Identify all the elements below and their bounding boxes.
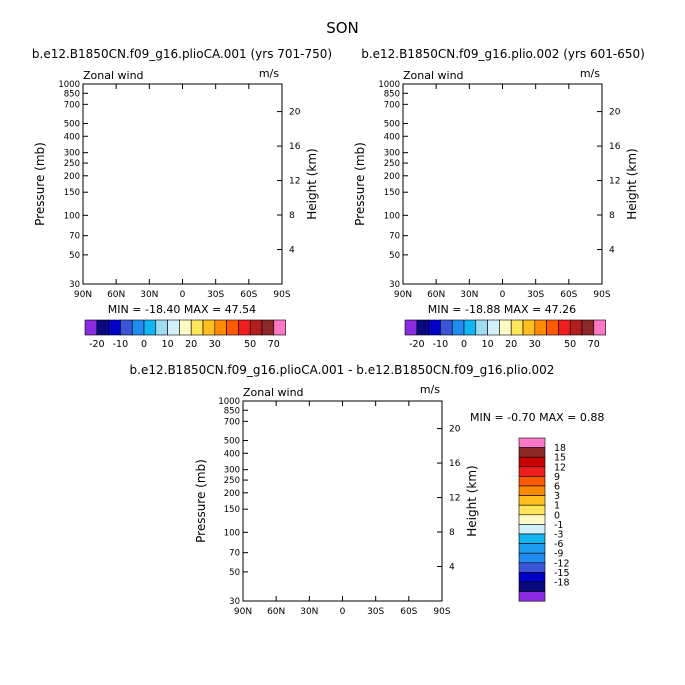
y2-tick-label: 4 [289, 246, 295, 256]
colorbar-label: 20 [185, 339, 197, 350]
y-tick-label: 700 [64, 100, 80, 110]
colorbar-swatch [120, 319, 133, 336]
figure-title: SON [326, 19, 359, 37]
y-tick-label: 400 [64, 132, 80, 142]
colorbar-swatch [226, 319, 239, 336]
x-tick-label: 0 [180, 290, 186, 300]
panel-right-variable-label: Zonal wind [403, 69, 464, 82]
colorbar-swatch [108, 319, 121, 336]
panel-left-ylabel: Pressure (mb) [33, 142, 47, 226]
y2-tick-label: 16 [289, 142, 301, 152]
colorbar-label: 70 [268, 339, 280, 350]
x-tick-label: 30S [207, 290, 224, 300]
y-tick-label: 70 [69, 232, 80, 242]
colorbar-label: -20 [89, 339, 105, 350]
colorbar-swatch [167, 319, 180, 336]
y-tick-label: 30 [69, 280, 80, 290]
panel-right-units-label: m/s [580, 67, 600, 80]
colorbar-swatch [238, 319, 251, 336]
x-tick-label: 60N [107, 290, 125, 300]
y-tick-label: 300 [64, 149, 80, 159]
y-tick-label: 1000 [58, 80, 80, 90]
colorbar-swatch [155, 319, 168, 336]
colorbar-swatch [261, 319, 275, 336]
y-tick-label: 500 [64, 120, 80, 130]
y-tick-label: 150 [64, 188, 80, 198]
panel-right-title: b.e12.B1850CN.f09_g16.plio.002 (yrs 601-… [361, 47, 645, 61]
colorbar-label: 50 [244, 339, 256, 350]
y2-tick-label: 12 [289, 177, 300, 187]
colorbar-swatch [249, 319, 263, 336]
x-tick-label: 90S [273, 290, 290, 300]
panel-left: b.e12.B1850CN.f09_g16.plioCA.001 (yrs 70… [32, 47, 332, 350]
colorbar-swatch [143, 319, 157, 336]
y2-tick-label: 8 [289, 211, 295, 221]
x-tick-label: 30N [140, 290, 158, 300]
panel-left-y2label: Height (km) [305, 148, 319, 219]
y-tick-label: 100 [64, 211, 80, 221]
colorbar-label: 30 [209, 339, 221, 350]
panel-right: b.e12.B1850CN.f09_g16.plio.002 (yrs 601-… [353, 47, 645, 350]
colorbar-swatch [96, 319, 109, 336]
panel-left-axes: 90N 60N 30N 0 30S 60S 90S 30 50 70 100 150 200 250300… [58, 80, 300, 300]
colorbar-label: 10 [162, 339, 174, 350]
colorbar-swatch [202, 319, 216, 336]
panel-left-variable-label: Zonal wind [83, 69, 144, 82]
colorbar-swatch [179, 319, 192, 336]
colorbar-swatch [273, 319, 286, 336]
y-tick-label: 50 [69, 251, 80, 261]
colorbar-swatch [214, 319, 227, 336]
colorbar-swatch [131, 319, 145, 336]
panel-left-minmax: MIN = -18.40 MAX = 47.54 [108, 303, 256, 316]
y-tick-label: 850 [64, 89, 80, 99]
y2-tick-label: 20 [289, 108, 301, 118]
x-tick-label: 90N [74, 290, 92, 300]
panel-left-frame [82, 83, 283, 285]
colorbar-swatch [84, 319, 98, 336]
colorbar-label: 0 [141, 339, 147, 350]
colorbar-label: -10 [113, 339, 129, 350]
panel-left-units-label: m/s [259, 67, 279, 80]
y-tick-label: 250 [64, 159, 80, 169]
panel-left-title: b.e12.B1850CN.f09_g16.plioCA.001 (yrs 70… [32, 47, 332, 61]
panel-left-colorbar: -20 -10 0 10 20 30 50 70 [84, 319, 286, 350]
y-tick-label: 200 [64, 172, 80, 182]
x-tick-label: 60S [240, 290, 257, 300]
colorbar-swatch [190, 319, 204, 336]
